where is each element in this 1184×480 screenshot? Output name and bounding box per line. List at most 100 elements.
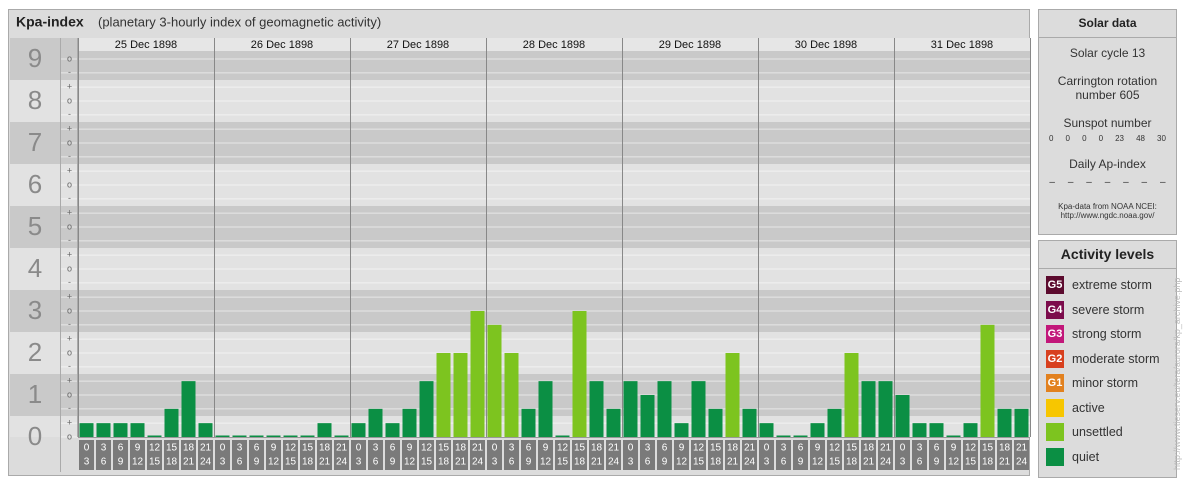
hour-end: 24	[472, 457, 484, 468]
hour-start: 6	[390, 443, 396, 454]
hour-box	[725, 440, 740, 470]
sunspot-number: 0	[1082, 134, 1087, 143]
hour-box	[980, 440, 995, 470]
hour-end: 9	[662, 457, 668, 468]
hour-start: 15	[438, 443, 450, 454]
legend-item: G2 moderate storm	[1039, 347, 1176, 372]
hour-start: 21	[608, 443, 620, 454]
bar	[79, 423, 94, 437]
hour-box	[895, 440, 910, 470]
bar	[317, 423, 332, 437]
ap-value: –	[1123, 177, 1129, 188]
hour-box	[912, 440, 927, 470]
legend-item: unsettled	[1039, 420, 1176, 445]
side-note: http://www.tieserv.eu/tera/aurora/kp_arc…	[1172, 277, 1182, 470]
bar	[810, 423, 825, 437]
hour-end: 12	[948, 457, 960, 468]
hour-end: 24	[200, 457, 212, 468]
hour-start: 3	[101, 443, 107, 454]
hour-start: 9	[271, 443, 277, 454]
bar	[946, 435, 961, 437]
hour-box	[861, 440, 876, 470]
hour-box	[164, 440, 179, 470]
hour-box	[555, 440, 570, 470]
hour-end: 12	[540, 457, 552, 468]
hour-start: 18	[863, 443, 875, 454]
hour-box	[300, 440, 315, 470]
hour-end: 18	[438, 457, 450, 468]
bar	[640, 395, 655, 437]
hour-box	[436, 440, 451, 470]
hour-box	[929, 440, 944, 470]
hour-end: 12	[404, 457, 416, 468]
bar	[963, 423, 978, 437]
bar	[912, 423, 927, 437]
hour-box	[742, 440, 757, 470]
hour-end: 21	[999, 457, 1011, 468]
legend-label: active	[1072, 400, 1105, 415]
legend-label: strong storm	[1072, 327, 1142, 342]
minor-tick-label: -	[68, 235, 71, 245]
hour-start: 21	[200, 443, 212, 454]
carrington: Carrington rotation number 605	[1057, 74, 1158, 102]
bar	[657, 381, 672, 437]
day-label: 25 Dec 1898	[115, 39, 177, 51]
hour-start: 15	[574, 443, 586, 454]
bar	[844, 353, 859, 437]
hour-box	[334, 440, 349, 470]
solar-cycle: Solar cycle 13	[1069, 46, 1146, 60]
minor-tick-label: o	[67, 263, 72, 273]
bar	[96, 423, 111, 437]
source: Kpa-data from NOAA NCEI:	[1058, 202, 1157, 211]
minor-tick-label: o	[67, 305, 72, 315]
minor-tick-label: -	[68, 403, 71, 413]
hour-end: 3	[220, 457, 226, 468]
hour-box	[504, 440, 519, 470]
bar	[623, 381, 638, 437]
hour-start: 9	[135, 443, 141, 454]
bar	[929, 423, 944, 437]
ap-value: –	[1104, 177, 1111, 188]
hour-start: 3	[917, 443, 923, 454]
hour-start: 15	[710, 443, 722, 454]
hour-box	[776, 440, 791, 470]
hour-box	[130, 440, 145, 470]
legend-label: minor storm	[1072, 376, 1138, 391]
hour-end: 18	[846, 457, 858, 468]
hour-end: 15	[965, 457, 977, 468]
y-tick-label: 5	[28, 211, 42, 241]
minor-tick-label: -	[68, 319, 71, 329]
hour-start: 0	[220, 443, 226, 454]
bar	[759, 423, 774, 437]
hour-box	[759, 440, 774, 470]
hour-start: 0	[628, 443, 634, 454]
hour-start: 0	[764, 443, 770, 454]
legend-badge: G1	[1046, 374, 1064, 393]
legend-label: quiet	[1072, 449, 1100, 464]
bar	[725, 353, 740, 437]
hour-start: 0	[356, 443, 362, 454]
hour-box	[963, 440, 978, 470]
bar	[215, 435, 230, 437]
hour-start: 12	[421, 443, 433, 454]
hour-end: 15	[285, 457, 297, 468]
bar	[708, 408, 723, 437]
hour-start: 21	[744, 443, 756, 454]
day-label: 29 Dec 1898	[659, 39, 721, 51]
hour-end: 18	[302, 457, 314, 468]
hour-start: 3	[781, 443, 787, 454]
hour-end: 18	[982, 457, 994, 468]
panel-title: Solar data	[1039, 10, 1176, 38]
y-tick-label: 0	[28, 421, 42, 451]
minor-tick-label: o	[67, 431, 72, 441]
hour-start: 21	[336, 443, 348, 454]
legend-label: extreme storm	[1072, 278, 1152, 293]
hour-end: 24	[880, 457, 892, 468]
hour-box	[96, 440, 111, 470]
bar	[198, 423, 213, 437]
hour-start: 3	[509, 443, 515, 454]
hour-end: 6	[917, 457, 923, 468]
minor-tick-label: +	[67, 166, 72, 176]
hour-box	[368, 440, 383, 470]
minor-tick-label: -	[68, 109, 71, 119]
